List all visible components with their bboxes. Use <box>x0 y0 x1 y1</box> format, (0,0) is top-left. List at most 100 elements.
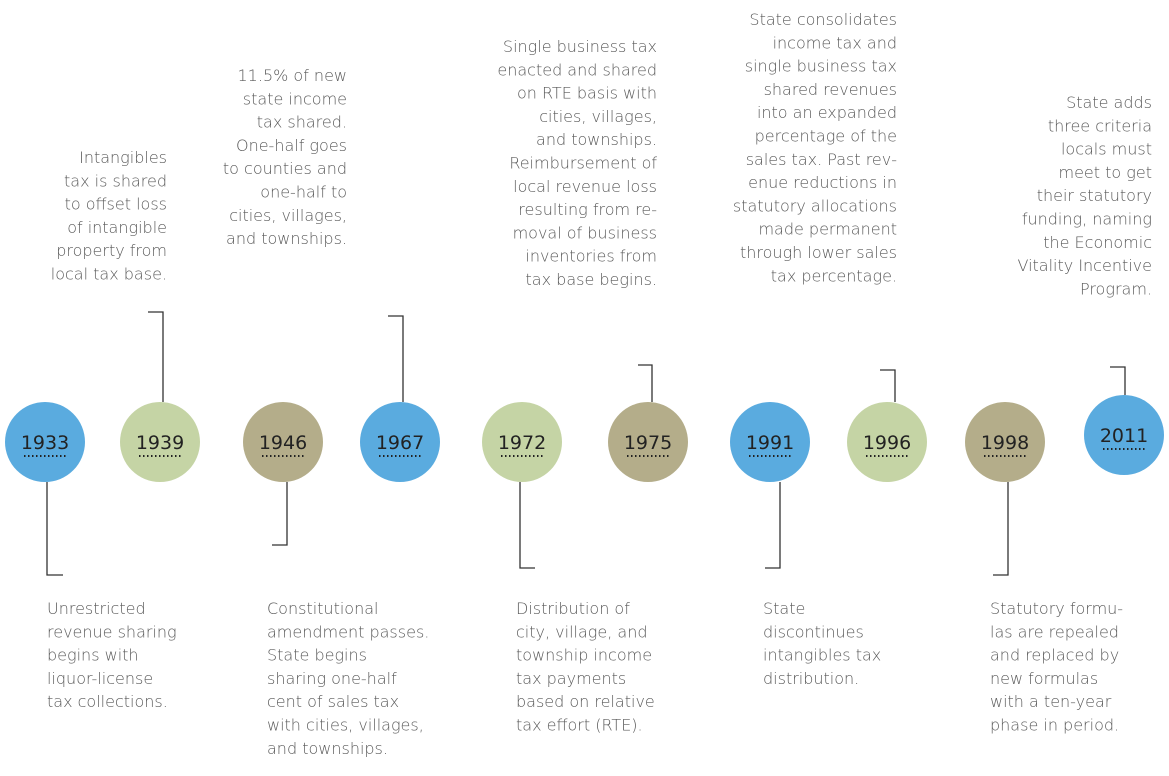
event-text: Intangibles <box>79 148 167 167</box>
event: 1991 State discontinues intangibles tax dist… <box>730 402 881 688</box>
event-text: Program. <box>1080 279 1152 298</box>
event-text: State begins <box>267 646 367 665</box>
event-text: single business tax <box>745 57 897 76</box>
event-text: into an expanded <box>757 103 897 122</box>
event-text: with a ten-year <box>990 692 1112 711</box>
event-text: their statutory <box>1037 186 1152 205</box>
event-text: tax base begins. <box>526 270 657 289</box>
event-text: to offset loss <box>65 195 167 214</box>
event-text: to counties and <box>223 159 347 178</box>
connector <box>46 482 63 576</box>
event-text: on RTE basis with <box>517 84 657 103</box>
event-text: three criteria <box>1048 116 1152 135</box>
event-text: State consolidates <box>749 10 897 29</box>
event-text: sales tax. Past rev- <box>746 150 897 169</box>
connector <box>1110 366 1126 395</box>
event-text: state income <box>243 89 347 108</box>
event-text: income tax and <box>773 33 897 52</box>
event-text: of intangible <box>67 218 167 237</box>
connector <box>148 311 164 402</box>
event-text: statutory allocations <box>733 196 897 215</box>
event-text: meet to get <box>1059 163 1153 182</box>
event-text: begins with <box>47 646 139 665</box>
event-text: Distribution of <box>516 599 630 618</box>
event-text: las are repealed <box>990 622 1119 641</box>
event-text: discontinues <box>763 622 864 641</box>
connector <box>638 364 653 402</box>
event-text: city, village, and <box>516 622 647 641</box>
event-text: State adds <box>1066 93 1152 112</box>
year-label: 2011 <box>1100 425 1148 447</box>
event: 1972 Distribution of city, village, and tow… <box>482 402 655 735</box>
year-label: 1967 <box>376 432 424 454</box>
event-text: new formulas <box>990 669 1098 688</box>
event-text: tax percentage. <box>771 266 897 285</box>
event-text: local tax base. <box>51 265 167 284</box>
year-circle <box>243 402 323 482</box>
event: 2011 State adds three criteria locals must m… <box>1017 93 1164 475</box>
year-circle <box>360 402 440 482</box>
event-text: enacted and shared <box>497 60 657 79</box>
event: 1939 Intangibles tax is shared to offset lo… <box>51 148 200 482</box>
year-circle <box>5 402 85 482</box>
year-label: 1933 <box>21 432 69 454</box>
connector <box>272 482 288 546</box>
year-label: 1946 <box>259 432 307 454</box>
event-text: sharing one-half <box>267 669 397 688</box>
event-text: inventories from <box>525 247 657 266</box>
event: 1996 State consolidates income tax and sing… <box>733 10 927 482</box>
event-text: 11.5% of new <box>238 66 348 85</box>
year-label: 1996 <box>863 432 911 454</box>
event-text: local revenue loss <box>513 177 657 196</box>
event-text: tax is shared <box>64 171 167 190</box>
event-text: Constitutional <box>267 599 378 618</box>
event-text: one-half to <box>260 183 347 202</box>
year-circle <box>120 402 200 482</box>
event: 1975 Single business tax enacted and share… <box>497 37 688 482</box>
event-text: property from <box>56 241 167 260</box>
event-text: the Economic <box>1043 233 1152 252</box>
event-text: amendment passes. <box>267 622 429 641</box>
year-circle <box>482 402 562 482</box>
year-circle <box>965 402 1045 482</box>
event-text: intangibles tax <box>763 646 881 665</box>
event-text: enue reductions in <box>748 173 897 192</box>
year-label: 1975 <box>624 432 672 454</box>
year-label: 1991 <box>746 432 794 454</box>
event-text: funding, naming <box>1022 210 1152 229</box>
event-text: township income <box>516 646 652 665</box>
event-text: tax shared. <box>257 113 347 132</box>
event-text: cities, villages, <box>539 107 657 126</box>
event-text: Single business tax <box>503 37 657 56</box>
event-text: Vitality Incentive <box>1017 256 1152 275</box>
event-text: Statutory formu- <box>990 599 1123 618</box>
event-text: and townships. <box>226 229 347 248</box>
event-text: phase in period. <box>990 716 1119 735</box>
event-text: cities, villages, <box>229 206 347 225</box>
connector <box>993 482 1009 576</box>
event-text: resulting from re- <box>518 200 657 219</box>
event-text: tax payments <box>516 669 626 688</box>
event: 1998 Statutory formu-las are repealed and … <box>965 402 1123 735</box>
event-text: Unrestricted <box>47 599 146 618</box>
connector <box>765 482 781 569</box>
event-text: tax collections. <box>47 692 168 711</box>
event-text: liquor-license <box>47 669 153 688</box>
year-circle <box>1084 395 1164 475</box>
event: 1946 Constitutional amendment passes. State… <box>243 402 429 758</box>
event-text: with cities, villages, <box>267 716 424 735</box>
event-text: based on relative <box>516 692 655 711</box>
event-text: and replaced by <box>990 646 1119 665</box>
year-label: 1939 <box>136 432 184 454</box>
event-text: tax effort (RTE). <box>516 716 643 735</box>
event-text: shared revenues <box>764 80 897 99</box>
event-text: State <box>763 599 805 618</box>
event-text: percentage of the <box>755 127 897 146</box>
event-text: made permanent <box>758 220 897 239</box>
event-text: Reimbursement of <box>509 154 657 173</box>
year-circle <box>847 402 927 482</box>
event: 1967 11.5% of new state income tax shared. O… <box>223 66 440 482</box>
year-label: 1972 <box>498 432 546 454</box>
event: 1933 Unrestricted revenue sharing begins wi… <box>5 402 177 711</box>
